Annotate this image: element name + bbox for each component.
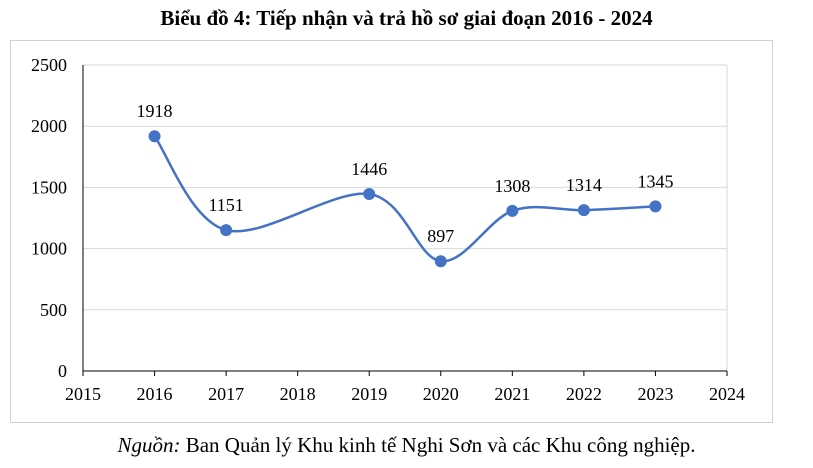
y-tick-label: 0	[58, 361, 67, 381]
data-label: 1151	[208, 195, 243, 215]
data-point	[148, 130, 161, 143]
y-tick-label: 2500	[31, 55, 67, 75]
x-tick-label: 2018	[280, 384, 316, 404]
source-note: Nguồn: Ban Quản lý Khu kinh tế Nghi Sơn …	[0, 433, 813, 458]
data-point	[506, 204, 519, 217]
y-tick-label: 2000	[31, 116, 67, 136]
data-label: 1308	[494, 176, 530, 196]
source-text: Ban Quản lý Khu kinh tế Nghi Sơn và các …	[180, 433, 696, 457]
grid-lines	[83, 64, 728, 371]
data-point	[577, 204, 590, 217]
data-point	[434, 255, 447, 268]
data-point	[649, 200, 662, 213]
y-tick-labels: 0 500 1000 1500 2000 2500	[31, 55, 67, 381]
chart-frame	[10, 40, 773, 423]
series-group: 1918 1151 1446 897 1308 1314 1345	[137, 101, 673, 268]
data-label: 1314	[566, 175, 602, 195]
y-tick-label: 1000	[31, 239, 67, 259]
y-tick-label: 1500	[31, 177, 67, 197]
data-label: 1918	[137, 101, 173, 121]
x-tick-label: 2020	[423, 384, 459, 404]
x-tick-label: 2022	[566, 384, 602, 404]
data-point	[220, 224, 233, 237]
y-tick-label: 500	[40, 300, 67, 320]
data-point	[363, 188, 376, 201]
data-label: 1446	[351, 159, 387, 179]
axes	[82, 65, 728, 376]
data-label: 897	[427, 226, 454, 246]
x-tick-labels: 2015 2016 2017 2018 2019 2020 2021 2022 2023 2024	[65, 384, 745, 404]
x-tick-label: 2017	[208, 384, 244, 404]
source-label: Nguồn:	[117, 433, 181, 457]
x-tick-label: 2024	[709, 384, 745, 404]
x-tick-label: 2019	[351, 384, 387, 404]
data-label: 1345	[637, 171, 673, 191]
chart-title: Biểu đồ 4: Tiếp nhận và trả hồ sơ giai đ…	[160, 6, 653, 30]
x-tick-label: 2016	[137, 384, 173, 404]
x-tick-label: 2023	[637, 384, 673, 404]
x-tick-label: 2015	[65, 384, 101, 404]
x-tick-label: 2021	[494, 384, 530, 404]
